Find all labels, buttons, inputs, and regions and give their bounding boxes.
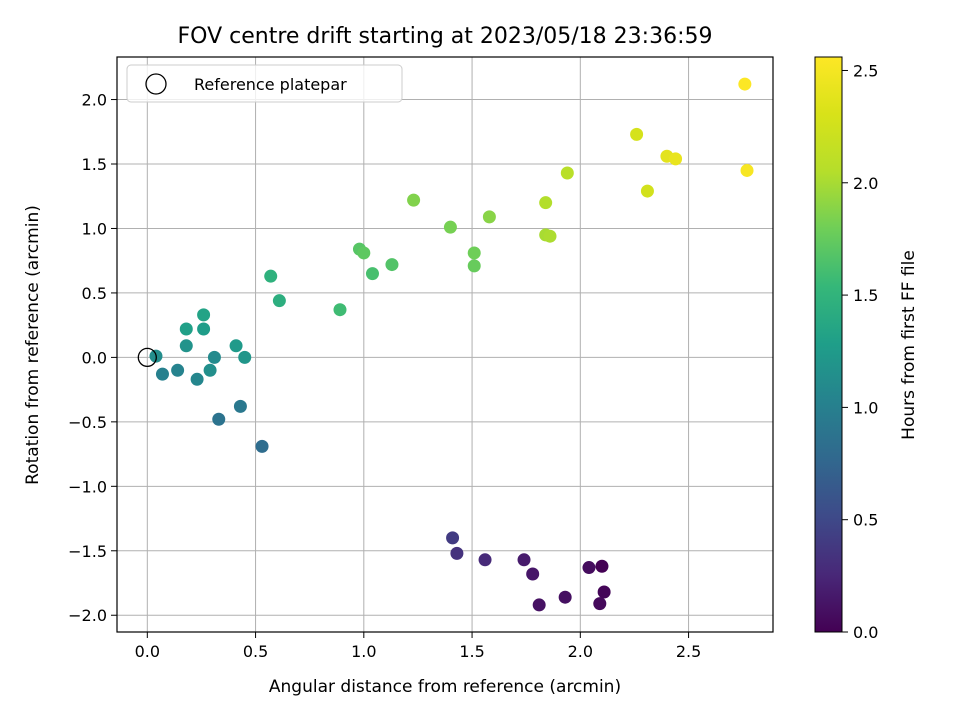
y-tick-label: 2.0 xyxy=(82,91,107,110)
y-tick-label: −1.0 xyxy=(68,477,107,496)
reference-marker-layer xyxy=(137,347,157,368)
y-axis-label: Rotation from reference (arcmin) xyxy=(23,205,43,485)
data-point xyxy=(333,303,347,317)
data-point xyxy=(179,339,193,353)
x-tick-label: 2.0 xyxy=(568,642,593,661)
data-point xyxy=(558,590,572,604)
x-tick-label: 2.5 xyxy=(676,642,701,661)
grid xyxy=(117,57,773,632)
x-tick-label: 0.5 xyxy=(243,642,268,661)
x-tick-label: 1.5 xyxy=(459,642,484,661)
y-tick-label: 0.0 xyxy=(82,348,107,367)
data-points xyxy=(149,77,754,612)
data-point xyxy=(264,269,278,283)
data-point xyxy=(467,246,481,260)
legend-box xyxy=(126,64,403,103)
x-tick-label: 0.0 xyxy=(135,642,160,661)
data-point xyxy=(203,363,217,377)
data-point xyxy=(229,339,243,353)
data-point xyxy=(365,267,379,281)
data-point xyxy=(450,546,464,560)
y-tick-label: 1.5 xyxy=(82,155,107,174)
legend: Reference platepar xyxy=(126,64,403,103)
data-point xyxy=(197,322,211,336)
data-point xyxy=(233,399,247,413)
x-ticks: 0.0 0.5 1.0 1.5 2.0 2.5 xyxy=(135,632,701,661)
data-point xyxy=(238,350,252,364)
data-point xyxy=(179,322,193,336)
data-point xyxy=(630,127,644,141)
data-point xyxy=(155,367,169,381)
y-ticks: −2.0 −1.5 −1.0 −0.5 0.0 0.5 1.0 1.5 2.0 xyxy=(68,91,117,625)
y-tick-label: −2.0 xyxy=(68,606,107,625)
colorbar-tick-label: 0.5 xyxy=(853,511,878,530)
colorbar-tick-label: 1.0 xyxy=(853,398,878,417)
data-point xyxy=(738,77,752,91)
data-point xyxy=(740,163,754,177)
data-point xyxy=(543,229,557,243)
data-point xyxy=(197,308,211,322)
data-point xyxy=(595,559,609,573)
y-tick-label: 1.0 xyxy=(82,219,107,238)
data-point xyxy=(478,553,492,567)
colorbar-gradient xyxy=(814,56,843,633)
data-point xyxy=(272,294,286,308)
legend-entry-label: Reference platepar xyxy=(194,75,347,94)
data-point xyxy=(407,193,421,207)
data-point xyxy=(443,220,457,234)
y-tick-label: 0.5 xyxy=(82,284,107,303)
colorbar-tick-label: 1.5 xyxy=(853,286,878,305)
colorbar-tick-label: 0.0 xyxy=(853,623,878,642)
data-point xyxy=(482,210,496,224)
plot-frame xyxy=(116,56,774,633)
data-point xyxy=(582,561,596,575)
data-point xyxy=(597,585,611,599)
colorbar-tick-label: 2.5 xyxy=(853,61,878,80)
data-point xyxy=(640,184,654,198)
data-point xyxy=(212,412,226,426)
data-point xyxy=(669,152,683,166)
x-axis-label: Angular distance from reference (arcmin) xyxy=(269,677,621,697)
data-point xyxy=(190,372,204,386)
data-point xyxy=(593,597,607,611)
x-tick-label: 1.0 xyxy=(351,642,376,661)
data-point xyxy=(532,598,546,612)
colorbar-label: Hours from first FF file xyxy=(899,250,919,440)
chart-title: FOV centre drift starting at 2023/05/18 … xyxy=(178,24,713,49)
data-point xyxy=(539,196,553,210)
y-tick-label: −1.5 xyxy=(68,542,107,561)
data-point xyxy=(207,350,221,364)
data-point xyxy=(385,258,399,272)
colorbar: 0.0 0.5 1.0 1.5 2.0 2.5 Hours from first FF f… xyxy=(814,56,919,642)
data-point xyxy=(255,439,269,453)
reference-platepar-marker xyxy=(137,347,157,368)
data-point xyxy=(357,246,371,260)
data-point xyxy=(517,553,531,567)
data-point xyxy=(467,259,481,273)
data-point xyxy=(171,363,185,377)
data-point xyxy=(446,531,460,545)
data-point xyxy=(560,166,574,180)
colorbar-ticks: 0.0 0.5 1.0 1.5 2.0 2.5 xyxy=(842,61,878,642)
data-point xyxy=(526,567,540,581)
y-tick-label: −0.5 xyxy=(68,413,107,432)
colorbar-tick-label: 2.0 xyxy=(853,174,878,193)
legend-reference-marker xyxy=(145,73,167,95)
